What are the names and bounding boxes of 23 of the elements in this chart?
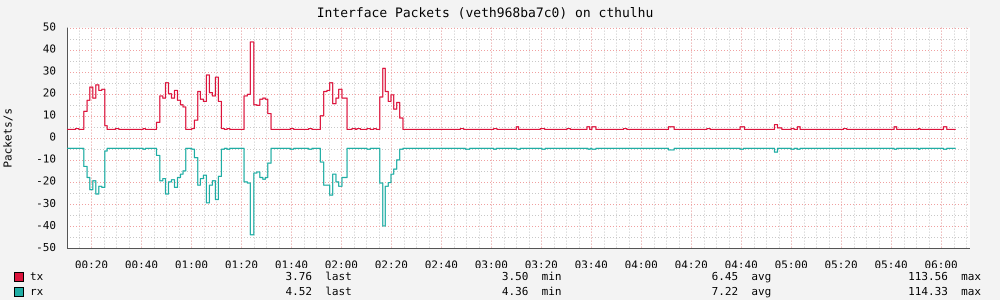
- text: 4.36 min: [500, 285, 562, 298]
- chart-title: Interface Packets (veth968ba7c0) on cthulhu: [316, 6, 654, 22]
- y-tick-label: 20: [42, 86, 56, 100]
- legend-label: rx: [30, 285, 44, 298]
- y-tick-label: -30: [36, 196, 56, 210]
- text: 3.50 min: [500, 270, 562, 283]
- y-tick-label: -10: [36, 152, 56, 166]
- text: 7.22 avg: [710, 285, 772, 298]
- text: 113.56 max: [907, 270, 982, 283]
- text: 3.76 last: [284, 270, 353, 283]
- y-tick-label: 30: [42, 64, 56, 78]
- y-tick-label: -50: [36, 240, 56, 254]
- y-tick-label: 40: [42, 42, 56, 56]
- y-tick-label: 0: [49, 130, 56, 144]
- legend-label: tx: [30, 270, 44, 283]
- y-tick-label: -20: [36, 174, 56, 188]
- text: 114.33 max: [907, 285, 982, 298]
- y-tick-label: -40: [36, 218, 56, 232]
- text: 6.45 avg: [710, 270, 772, 283]
- y-tick-label: 10: [42, 108, 56, 122]
- y-tick-label: 50: [42, 20, 56, 34]
- text: 4.52 last: [284, 285, 353, 298]
- y-axis-title: Packets/s: [1, 108, 14, 168]
